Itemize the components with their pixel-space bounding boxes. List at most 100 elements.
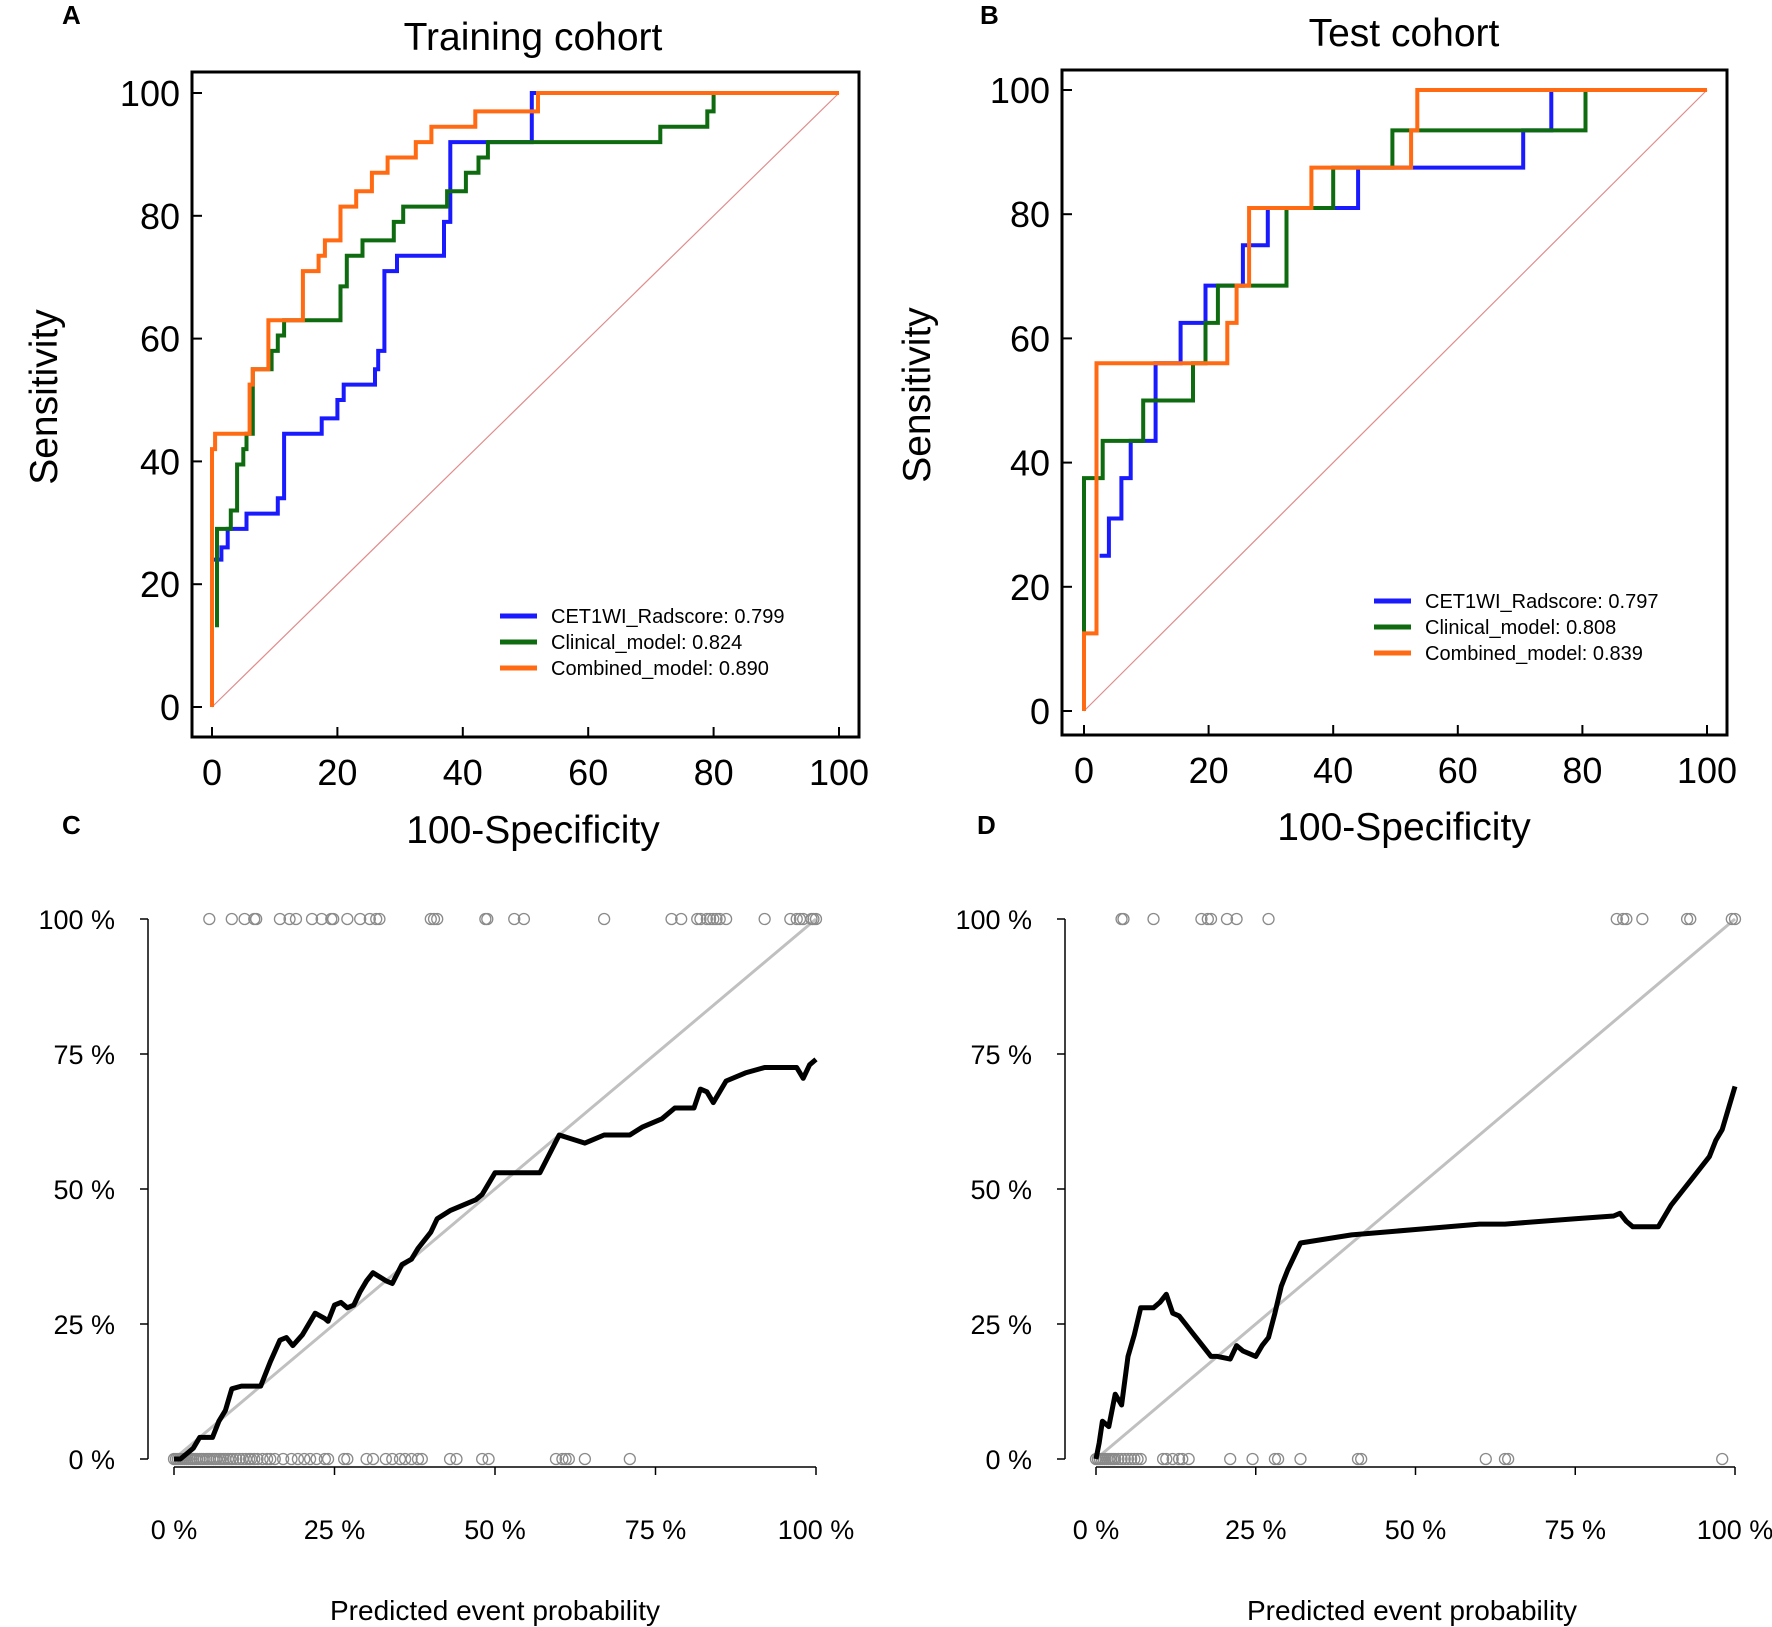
nonevent-point bbox=[1172, 1452, 1186, 1466]
event-point bbox=[273, 912, 287, 926]
nonevent-point bbox=[276, 1452, 290, 1466]
roc-panel-test: Test cohort 0 20 40 60 80 100 0 20 40 60 80 100 10… bbox=[896, 12, 1737, 849]
nonevent-point bbox=[559, 1452, 572, 1466]
y-axis-label: Sensitivity bbox=[896, 307, 939, 483]
event-point bbox=[691, 912, 704, 926]
y-tick-label: 75 % bbox=[970, 1040, 1032, 1070]
nonevent-point bbox=[264, 1452, 277, 1466]
nonevent-point bbox=[285, 1452, 298, 1466]
event-point bbox=[1680, 912, 1694, 926]
y-tick-label: 100 % bbox=[38, 905, 115, 935]
x-tick-label: 100 % bbox=[778, 1515, 855, 1545]
y-tick-label: 25 % bbox=[53, 1310, 115, 1340]
nonevent-point bbox=[230, 1452, 243, 1466]
event-point bbox=[707, 912, 720, 926]
y-axis: 0 % 25 % 50 % 75 % 100 % bbox=[38, 905, 148, 1475]
x-tick-label: 100 bbox=[809, 752, 869, 793]
panel-label-a: A bbox=[62, 0, 81, 30]
nonevent-point bbox=[1160, 1452, 1173, 1466]
x-axis-label: Predicted event probability bbox=[330, 1595, 660, 1626]
roc-curve-combined-model bbox=[210, 91, 839, 707]
nonevent-point bbox=[1182, 1452, 1195, 1466]
event-point bbox=[710, 912, 723, 926]
x-axis-label: Predicted event probability bbox=[1247, 1595, 1577, 1626]
y-tick-label: 0 bbox=[160, 687, 180, 728]
nonevent-point bbox=[1294, 1452, 1307, 1466]
x-tick-label: 20 bbox=[317, 752, 357, 793]
nonevent-point bbox=[1118, 1452, 1131, 1466]
panel-label-c: C bbox=[62, 810, 81, 840]
nonevent-point bbox=[411, 1452, 425, 1466]
x-tick-label: 75 % bbox=[1544, 1515, 1606, 1545]
x-tick-label: 100 % bbox=[1697, 1515, 1772, 1545]
x-tick-label: 80 bbox=[1562, 750, 1602, 791]
y-tick-label: 80 bbox=[140, 196, 180, 237]
chart-title: Test cohort bbox=[1309, 12, 1500, 55]
nonevent-point bbox=[1246, 1452, 1259, 1466]
y-tick-label: 40 bbox=[1010, 443, 1050, 484]
event-point bbox=[700, 912, 714, 926]
x-tick-label: 75 % bbox=[625, 1515, 687, 1545]
panel-label-b: B bbox=[980, 0, 999, 30]
event-point bbox=[719, 912, 733, 926]
nonevent-point bbox=[318, 1452, 332, 1466]
y-tick-label: 100 % bbox=[955, 905, 1032, 935]
event-point bbox=[305, 912, 319, 926]
nonevent-point bbox=[268, 1452, 281, 1466]
nonevent-point bbox=[476, 1452, 489, 1466]
y-tick-label: 60 bbox=[1010, 318, 1050, 359]
nonevent-point bbox=[623, 1452, 636, 1466]
x-tick-label: 80 bbox=[694, 752, 734, 793]
nonevent-point bbox=[1271, 1452, 1285, 1466]
event-point bbox=[431, 912, 444, 926]
event-point bbox=[790, 912, 803, 926]
event-point bbox=[1262, 912, 1275, 926]
legend-entry-radscore: CET1WI_Radscore: 0.799 bbox=[551, 606, 784, 628]
y-tick-label: 40 bbox=[140, 441, 180, 482]
event-point bbox=[1728, 912, 1742, 926]
nonevent-point bbox=[1479, 1452, 1492, 1466]
y-tick-label: 100 bbox=[990, 70, 1050, 111]
y-tick-label: 80 bbox=[1010, 194, 1050, 235]
nonevent-point bbox=[562, 1452, 575, 1466]
nonevent-point bbox=[1716, 1452, 1729, 1466]
nonevent-point bbox=[256, 1452, 269, 1466]
y-tick-label: 20 bbox=[1010, 567, 1050, 608]
x-axis-label: 100-Specificity bbox=[1277, 806, 1531, 849]
event-point bbox=[597, 912, 611, 926]
event-point bbox=[354, 912, 367, 926]
y-axis: 0 20 40 60 80 100 bbox=[120, 73, 202, 728]
roc-panel-training: Training cohort 0 20 40 60 80 100 0 20 40 60 80 10… bbox=[23, 16, 869, 852]
event-point bbox=[1725, 912, 1738, 926]
nonevent-point bbox=[303, 1452, 317, 1466]
calibration-panel-test: 0 % 25 % 50 % 75 % 100 % 0 % 25 % 50 % 75 % 100 … bbox=[955, 905, 1772, 1626]
x-tick-label: 0 bbox=[1074, 750, 1094, 791]
event-point bbox=[283, 912, 296, 926]
event-point bbox=[225, 912, 238, 926]
legend-entry-radscore: CET1WI_Radscore: 0.797 bbox=[1425, 591, 1658, 613]
nonevent-point bbox=[450, 1452, 463, 1466]
nonevent-point bbox=[443, 1452, 457, 1466]
roc-curve-cet1wi-radscore bbox=[210, 91, 839, 707]
nonevent-point bbox=[251, 1452, 264, 1466]
event-point bbox=[1195, 912, 1208, 926]
x-tick-label: 0 % bbox=[1073, 1515, 1120, 1545]
event-point bbox=[703, 912, 717, 926]
nonevent-point bbox=[379, 1452, 393, 1466]
event-point bbox=[250, 912, 263, 926]
nonevent-point bbox=[1134, 1452, 1147, 1466]
event-point bbox=[203, 912, 216, 926]
event-point bbox=[1230, 912, 1243, 926]
event-point bbox=[1117, 912, 1130, 926]
nonevent-point bbox=[1224, 1452, 1237, 1466]
roc-curves bbox=[1082, 88, 1707, 711]
x-tick-label: 50 % bbox=[464, 1515, 526, 1545]
y-axis: 0 20 40 60 80 100 bbox=[990, 70, 1072, 732]
event-point bbox=[1636, 912, 1649, 926]
nonevent-point bbox=[1156, 1452, 1170, 1466]
event-point bbox=[424, 912, 437, 926]
event-point bbox=[1204, 912, 1218, 926]
event-point bbox=[363, 912, 376, 926]
y-tick-label: 75 % bbox=[53, 1040, 115, 1070]
nonevent-point bbox=[1498, 1452, 1512, 1466]
